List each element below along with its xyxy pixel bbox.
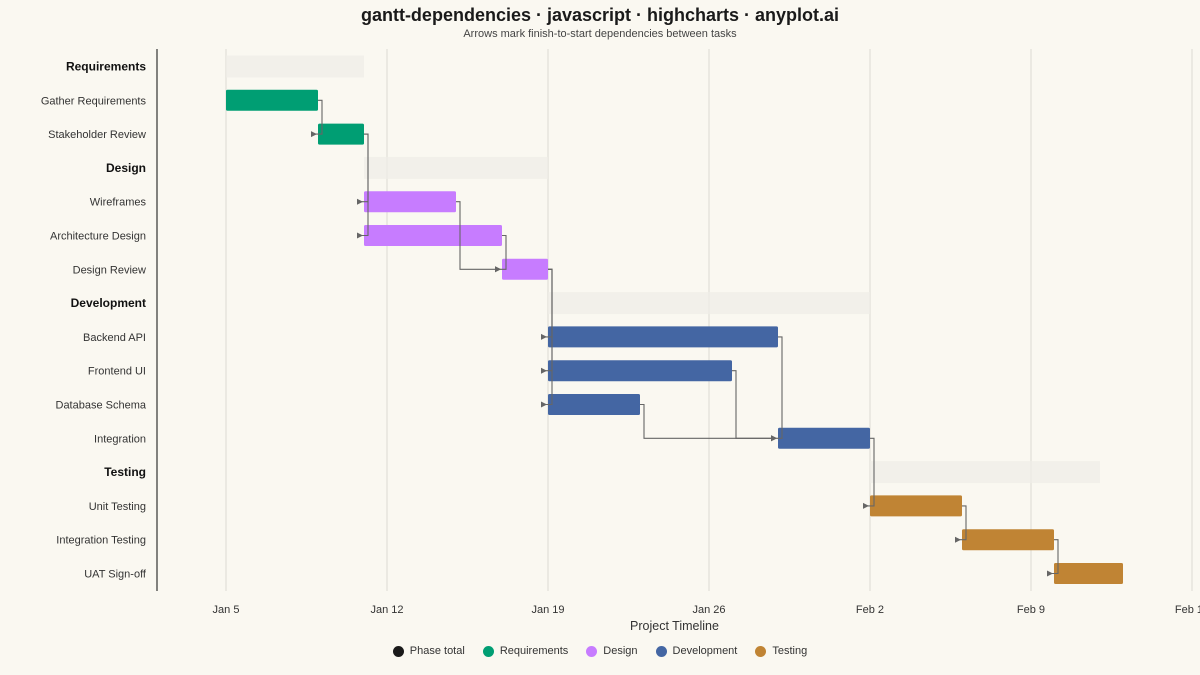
x-tick-label: Feb 9 — [1017, 604, 1045, 616]
legend-marker — [586, 645, 598, 657]
task-bar — [962, 529, 1054, 551]
dependency-connector — [773, 336, 783, 439]
task-bar — [778, 427, 870, 449]
dependency-arrowhead — [357, 198, 363, 205]
task-label: Unit Testing — [89, 501, 146, 513]
dependency-arrowhead — [955, 536, 961, 543]
legend-marker — [482, 645, 494, 657]
x-tick-label: Jan 26 — [692, 604, 725, 616]
x-tick-label: Feb 2 — [856, 604, 884, 616]
legend-label: Testing — [772, 645, 808, 657]
legend-item[interactable]: Testing — [755, 645, 807, 657]
task-label: Stakeholder Review — [48, 129, 146, 141]
task-bar — [548, 326, 778, 348]
dependency-arrowhead — [495, 266, 501, 273]
task-label: Database Schema — [56, 400, 147, 412]
dependency-connector — [640, 403, 773, 439]
legend-marker — [655, 645, 667, 657]
dependency-connector — [732, 370, 773, 439]
dependency-arrows — [311, 99, 1059, 577]
dependency-connector — [313, 99, 323, 135]
dependency-arrowhead — [357, 232, 363, 239]
task-bar — [502, 258, 548, 280]
task-bar — [318, 123, 364, 145]
legend-item[interactable]: Design — [586, 645, 638, 657]
task-label: Integration — [94, 433, 146, 445]
dependency-arrowhead — [863, 502, 869, 509]
legend-label: Design — [603, 645, 638, 657]
legend-item[interactable]: Phase total — [392, 645, 465, 657]
task-label: Design Review — [73, 264, 146, 276]
legend-label: Phase total — [409, 645, 465, 657]
task-label: Integration Testing — [56, 535, 146, 547]
legend-label: Requirements — [499, 645, 569, 657]
task-label: Architecture Design — [50, 231, 146, 243]
task-bar — [548, 360, 732, 382]
phase-total-bar — [226, 55, 364, 78]
chart-subtitle: Arrows mark finish-to-start dependencies… — [463, 28, 737, 40]
dependency-connector — [543, 268, 553, 406]
x-tick-label: Jan 5 — [213, 604, 240, 616]
task-label: Gather Requirements — [41, 95, 147, 107]
x-tick-label: Jan 12 — [370, 604, 403, 616]
chart-title: gantt-dependencies · javascript · highch… — [360, 5, 840, 25]
phase-label: Requirements — [66, 60, 146, 74]
task-label: Wireframes — [90, 197, 147, 209]
dependency-arrowhead — [541, 401, 547, 408]
task-label: UAT Sign-off — [84, 569, 147, 581]
dependency-connector — [865, 437, 875, 507]
phase-total-bar — [364, 156, 548, 179]
task-bar — [548, 394, 640, 415]
task-bar — [226, 89, 318, 111]
task-label: Frontend UI — [88, 366, 146, 378]
legend-item[interactable]: Requirements — [482, 645, 569, 657]
dependency-connector — [1049, 539, 1059, 575]
dependency-arrowhead — [541, 333, 547, 340]
dependency-connector — [359, 133, 369, 237]
task-label: Backend API — [83, 332, 146, 344]
dependency-arrowhead — [541, 367, 547, 374]
task-bar — [364, 225, 502, 246]
phase-label: Testing — [104, 465, 146, 479]
phase-total-bar — [548, 292, 870, 315]
legend-marker — [755, 645, 767, 657]
task-bar — [1054, 563, 1123, 584]
dependency-arrowhead — [1047, 570, 1053, 577]
dependency-connector — [497, 234, 507, 270]
chart-legend: Phase total Requirements Design Development… — [0, 645, 1200, 657]
dependency-connector — [957, 505, 967, 541]
phase-label: Development — [71, 296, 146, 310]
task-bar — [870, 495, 962, 517]
legend-marker — [392, 645, 404, 657]
dependency-arrowhead — [311, 131, 317, 138]
phase-label: Design — [106, 161, 146, 175]
phase-total-bar — [870, 461, 1100, 484]
task-bar — [364, 191, 456, 213]
x-tick-label: Jan 19 — [531, 604, 564, 616]
x-tick-label: Feb 16 — [1175, 604, 1200, 616]
legend-label: Development — [672, 645, 738, 657]
x-axis-title: Project Timeline — [630, 619, 719, 633]
legend-item[interactable]: Development — [655, 645, 738, 657]
dependency-arrowhead — [771, 435, 777, 442]
dependency-connector — [456, 201, 497, 270]
